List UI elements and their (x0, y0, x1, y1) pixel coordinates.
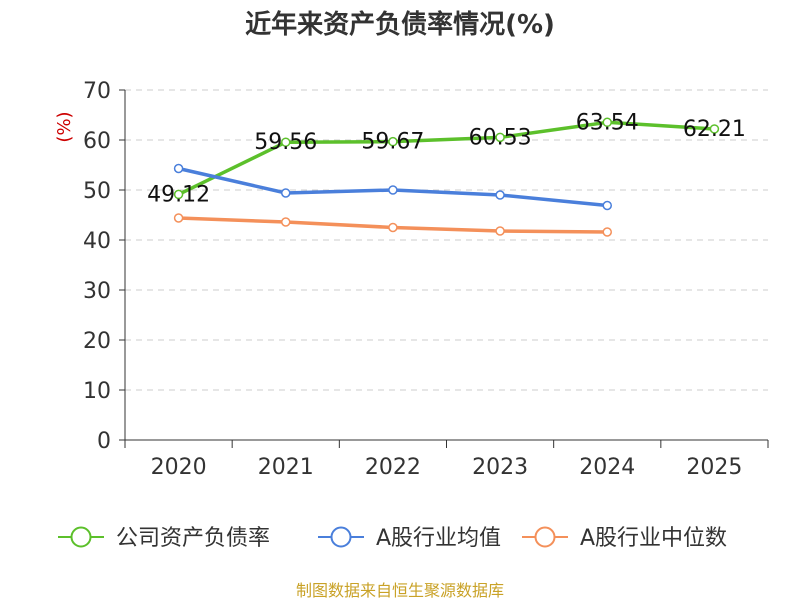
legend-marker-1 (330, 526, 352, 548)
legend-label-2: A股行业中位数 (580, 526, 727, 551)
x-tick-label-2021: 2021 (258, 455, 314, 480)
point-1-2023 (495, 190, 505, 200)
point-2-2024 (602, 227, 612, 237)
grid-lines (125, 89, 768, 391)
data-label-0-2021: 59.56 (254, 130, 317, 155)
legend: 公司资产负债率 A股行业均值 A股行业中位数 (58, 526, 727, 551)
point-2-2023 (495, 226, 505, 236)
source-note: 制图数据来自恒生聚源数据库 (296, 581, 504, 600)
x-tick-label-2023: 2023 (472, 455, 528, 480)
data-labels: 49.12 59.56 59.67 60.53 63.54 62.21 (147, 110, 746, 207)
legend-marker-0 (70, 526, 92, 548)
series-lines (173, 117, 720, 237)
point-0-2024 (602, 117, 612, 128)
data-label-0-2020: 49.12 (147, 182, 210, 207)
point-0-2021 (281, 137, 291, 147)
point-2-2021 (281, 217, 291, 227)
point-0-2020 (173, 189, 184, 200)
y-tick-label-40: 40 (83, 229, 111, 254)
axes: 0 10 20 30 40 50 60 70 2020 2021 2022 2023 2024 2025 (83, 79, 769, 480)
series-line-0 (177, 120, 715, 196)
y-axis-unit-label: (%) (54, 111, 75, 142)
data-label-0-2023: 60.53 (469, 125, 532, 150)
y-tick-label-30: 30 (83, 279, 111, 304)
x-tick-label-2022: 2022 (365, 455, 421, 480)
data-label-0-2025: 62.21 (683, 117, 746, 142)
point-0-2025 (709, 124, 720, 134)
point-2-2020 (173, 213, 184, 223)
point-1-2020 (173, 163, 184, 174)
y-tick-label-20: 20 (83, 329, 111, 354)
data-label-0-2022: 59.67 (361, 130, 424, 155)
x-tick-label-2024: 2024 (579, 455, 635, 480)
y-tick-label-0: 0 (97, 429, 111, 454)
chart-title: 近年来资产负债率情况(%) (245, 9, 555, 40)
y-tick-label-10: 10 (83, 379, 111, 404)
y-tick-label-60: 60 (83, 129, 111, 154)
point-1-2021 (281, 188, 291, 198)
legend-label-1: A股行业均值 (376, 526, 501, 551)
legend-label-0: 公司资产负债率 (116, 526, 270, 551)
y-tick-label-70: 70 (83, 79, 111, 104)
point-1-2024 (602, 200, 612, 211)
legend-marker-2 (534, 526, 556, 548)
point-0-2023 (495, 132, 505, 143)
point-1-2022 (388, 185, 398, 195)
x-tick-label-2020: 2020 (151, 455, 207, 480)
point-0-2022 (388, 136, 398, 147)
y-tick-label-50: 50 (83, 179, 111, 204)
data-label-0-2024: 63.54 (576, 110, 639, 135)
x-tick-label-2025: 2025 (686, 455, 742, 480)
point-2-2022 (388, 222, 398, 233)
